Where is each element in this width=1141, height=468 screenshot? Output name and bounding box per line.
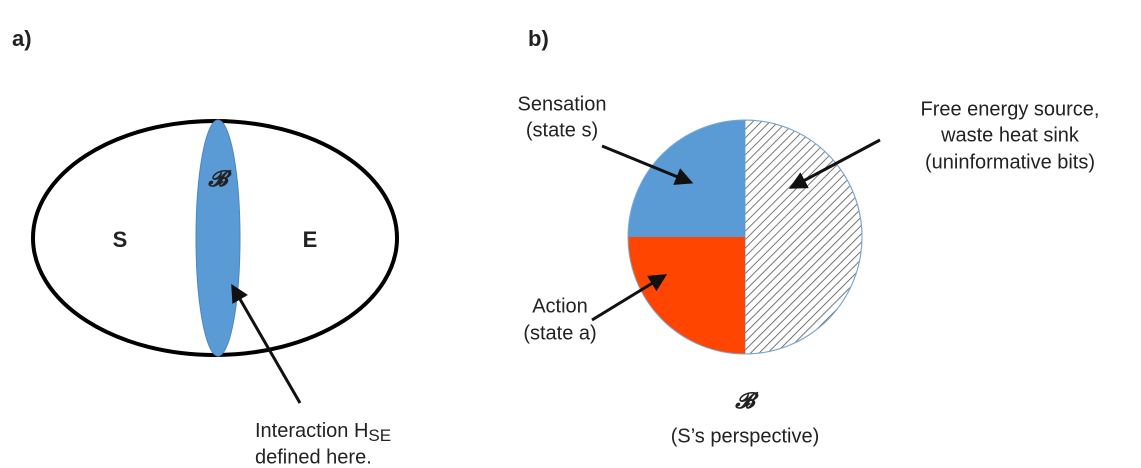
pie-outline [627, 119, 863, 355]
action-slice [628, 237, 745, 354]
panel-label: b) [528, 26, 549, 51]
free-energy-label: Free energy source, [921, 98, 1100, 120]
arrow [788, 138, 881, 189]
sensation-label: (state s) [526, 119, 598, 141]
system-label: S [113, 227, 128, 252]
free-energy-label: waste heat sink [940, 124, 1080, 146]
note-line: defined here. [255, 446, 372, 468]
note-line: Interaction HSE [255, 420, 391, 445]
note-text: Interaction H [255, 420, 368, 442]
arrow [231, 283, 302, 404]
action-label: Action [532, 295, 588, 317]
arrow [591, 274, 668, 322]
environment-label: E [303, 227, 318, 252]
sensation-label: Sensation [518, 93, 607, 115]
free-energy-label: (uninformative bits) [925, 151, 1095, 173]
arrow [601, 144, 694, 185]
action-label: (state a) [523, 322, 596, 344]
caption-symbol: 𝓑 [734, 388, 759, 414]
boundary [195, 119, 241, 357]
panel-label: a) [12, 26, 32, 51]
sensation-slice [628, 120, 745, 237]
caption-text: (S’s perspective) [671, 425, 820, 447]
free-energy-slice [744, 119, 863, 355]
note-subscript: SE [368, 426, 391, 445]
